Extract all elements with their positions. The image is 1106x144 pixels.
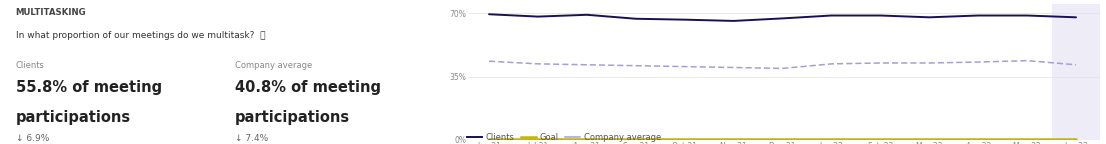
Text: Company average: Company average xyxy=(234,61,312,70)
Legend: Clients, Goal, Company average: Clients, Goal, Company average xyxy=(468,133,661,142)
Text: In what proportion of our meetings do we multitask?  ⓘ: In what proportion of our meetings do we… xyxy=(15,31,265,40)
Text: ↓ 7.4%: ↓ 7.4% xyxy=(234,134,268,143)
Text: 40.8% of meeting: 40.8% of meeting xyxy=(234,80,380,95)
Text: 55.8% of meeting: 55.8% of meeting xyxy=(15,80,161,95)
Text: ↓ 6.9%: ↓ 6.9% xyxy=(15,134,49,143)
Bar xyxy=(1052,4,1105,140)
Text: Clients: Clients xyxy=(15,61,44,70)
Text: participations: participations xyxy=(234,110,349,125)
Text: participations: participations xyxy=(15,110,131,125)
Text: MULTITASKING: MULTITASKING xyxy=(15,8,86,17)
